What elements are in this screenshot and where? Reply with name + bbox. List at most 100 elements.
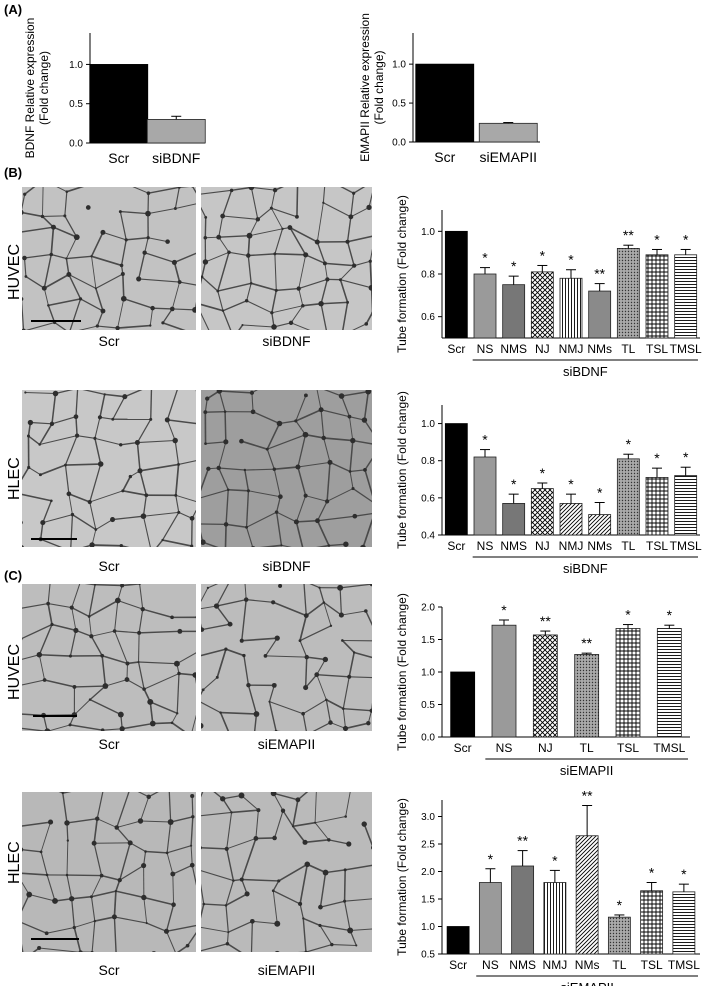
bar-nj (530, 271, 554, 339)
bar-nms (502, 284, 526, 339)
x-tick-label: NMS (500, 539, 527, 553)
bar-nj (530, 488, 554, 536)
x-tick-label: TL (580, 741, 594, 755)
x-tick-label: NMs (587, 342, 612, 356)
significance-mark: * (488, 851, 494, 867)
bar-nmj (543, 882, 567, 955)
bar-tsl (645, 477, 669, 536)
y-tick-label: 0.0 (421, 733, 435, 744)
caption-c-huvec-scr: Scr (98, 736, 120, 752)
y-tick-label: 0.8 (421, 456, 435, 467)
significance-mark: * (511, 476, 517, 492)
x-tick-label: NMJ (559, 342, 584, 356)
y-tick-label: 1.0 (421, 922, 435, 933)
y-tick-label: 1.5 (421, 635, 435, 646)
significance-mark: * (552, 852, 558, 868)
chart-c-huvec-tube-formation: 0.0 0.5 1.0 1.5 2.0 Tube formation (Fold chan… (395, 593, 690, 778)
y-tick-label: 1.0 (392, 60, 406, 71)
chart-emapii-expression: 0.0 0.5 1.0 EMAPII Relative expression(Fold… (358, 13, 540, 165)
bar-ns (491, 624, 517, 738)
x-tick-label: NS (477, 342, 494, 356)
significance-mark: ** (581, 635, 592, 651)
panel-label-b: (B) (4, 165, 23, 180)
micrograph-c-huvec-siemapii (201, 584, 372, 731)
x-tick-label: TMSL (668, 958, 700, 972)
significance-mark: * (625, 607, 631, 623)
bar-scr (444, 423, 468, 536)
bar-tmsl (672, 891, 696, 955)
x-tick-label: TL (621, 539, 635, 553)
significance-mark: * (654, 450, 660, 466)
x-tick-label: TMSL (653, 741, 685, 755)
x-tick-label: TL (621, 342, 635, 356)
y-tick-label: 0.5 (69, 99, 83, 110)
bar-nmj (559, 277, 583, 339)
x-tick-label: Scr (434, 149, 455, 165)
micrograph-b-hlec-sibdnf (201, 390, 372, 547)
bar-nms (511, 865, 535, 955)
significance-mark: * (597, 485, 603, 501)
y-tick-label: 0.6 (421, 312, 435, 323)
group-label: siEMAPII (560, 980, 613, 986)
bar-nj (532, 634, 558, 738)
x-tick-label: siEMAPII (479, 149, 537, 165)
y-tick-label: 1.5 (421, 895, 435, 906)
scale-bar (31, 538, 77, 540)
significance-mark: * (617, 897, 623, 913)
x-tick-label: Scr (454, 741, 472, 755)
bar-tmsl (674, 254, 698, 339)
chart-c-hlec-tube-formation: 0.5 1.0 1.5 2.0 2.5 3.0 Tube formation (Fold c… (395, 788, 700, 986)
scale-bar (31, 938, 79, 940)
x-tick-label: NMs (575, 958, 600, 972)
significance-mark: * (540, 465, 546, 481)
micrograph-c-hlec-siemapii (201, 792, 372, 952)
x-tick-label: NJ (538, 741, 553, 755)
y-tick-label: 1.0 (421, 668, 435, 679)
significance-mark: * (667, 607, 673, 623)
y-tick-label: 0.6 (421, 493, 435, 504)
chart-bdnf-expression: 0.0 0.5 1.0 BDNF Relative expression(Fold c… (23, 18, 206, 165)
significance-mark: * (568, 476, 574, 492)
y-tick-label: 1.0 (421, 419, 435, 430)
x-tick-label: TSL (617, 741, 639, 755)
x-tick-label: NJ (535, 539, 550, 553)
chart-b-hlec-tube-formation: 0.4 0.6 0.8 1.0 Tube formation (Fold change)… (395, 391, 702, 576)
significance-mark: * (649, 865, 655, 881)
significance-mark: * (683, 231, 689, 247)
y-tick-label: 3.0 (421, 812, 435, 823)
x-tick-label: NMJ (559, 539, 584, 553)
bar-scr (450, 671, 476, 738)
significance-mark: ** (517, 833, 528, 849)
bar-nms (588, 290, 612, 339)
bar-ns (478, 882, 502, 955)
significance-mark: ** (594, 266, 605, 282)
x-tick-label: NS (482, 958, 499, 972)
caption-b-huvec-sibdnf: siBDNF (262, 333, 311, 349)
x-tick-label: TMSL (670, 342, 702, 356)
x-tick-label: TSL (646, 539, 668, 553)
x-tick-label: NMJ (543, 958, 568, 972)
y-tick-label: 0.5 (421, 700, 435, 711)
scale-bar (31, 320, 81, 322)
x-tick-label: NMS (500, 342, 527, 356)
scale-bar (33, 715, 77, 717)
caption-b-hlec-sibdnf: siBDNF (262, 558, 311, 574)
y-tick-label: 2.0 (421, 867, 435, 878)
bar-ns (473, 456, 497, 536)
x-tick-label: Scr (447, 342, 465, 356)
x-tick-label: Scr (447, 539, 465, 553)
y-axis-label: Tube formation (Fold change) (395, 798, 409, 956)
significance-mark: * (482, 250, 488, 266)
bar-sibdnf (146, 119, 206, 144)
micrograph-c-hlec-scr (22, 792, 196, 952)
bar-scr (89, 64, 149, 144)
chart-b-huvec-tube-formation: 0.6 0.8 1.0 Tube formation (Fold change) Scr… (395, 195, 702, 379)
significance-mark: * (681, 866, 687, 882)
bar-tmsl (674, 475, 698, 536)
group-label: siEMAPII (560, 763, 613, 778)
bar-siemapii (478, 122, 538, 143)
panel-label-a: (A) (4, 2, 23, 17)
y-tick-label: 1.0 (69, 60, 83, 71)
micrograph-b-huvec-sibdnf (201, 187, 372, 330)
bar-tl (574, 654, 600, 738)
